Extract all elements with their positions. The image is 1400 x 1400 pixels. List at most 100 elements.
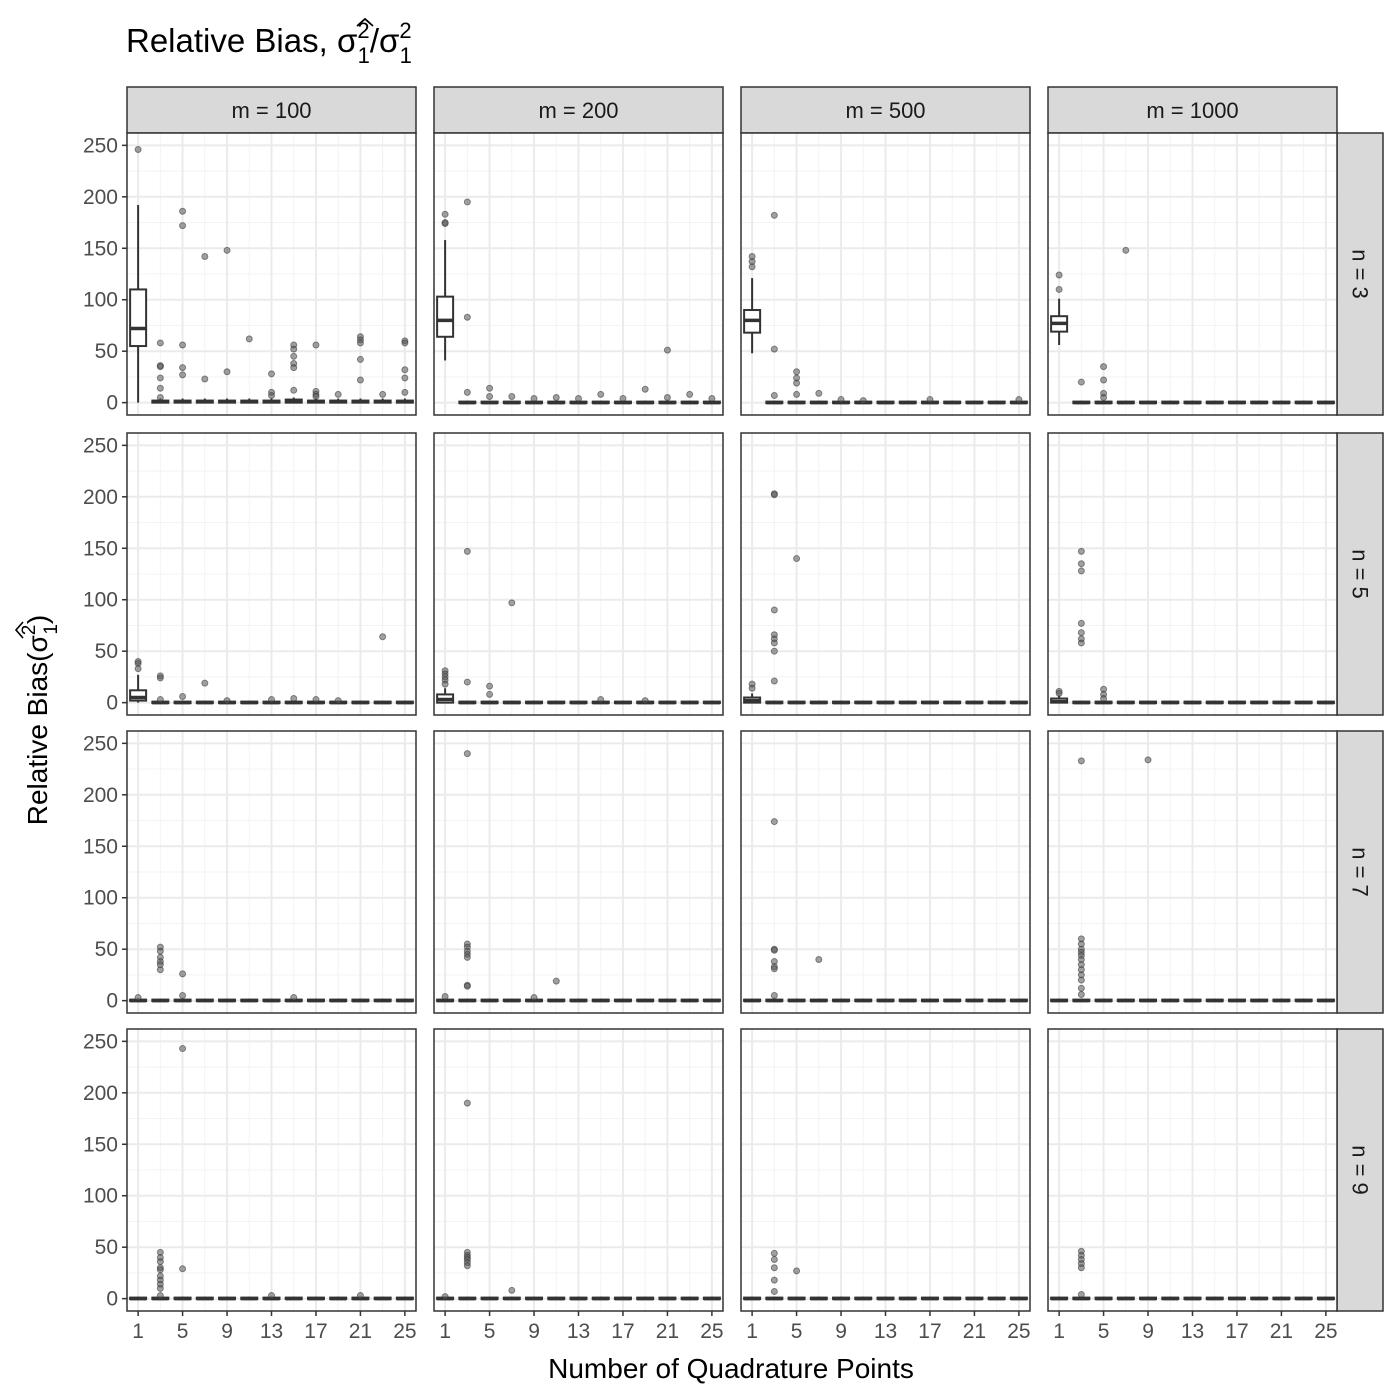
boxplot <box>351 1292 370 1301</box>
boxplot <box>458 198 477 405</box>
row-strip-bg <box>1336 132 1384 416</box>
panel <box>1047 432 1338 716</box>
boxplot <box>809 1296 828 1301</box>
col-strip-label: m = 1000 <box>1146 98 1238 123</box>
boxplot <box>1139 1296 1158 1301</box>
outlier-point <box>770 1276 778 1284</box>
outlier-point <box>268 370 275 378</box>
boxplot <box>1227 1296 1246 1301</box>
outlier-point <box>1015 396 1023 404</box>
outlier-point <box>463 953 471 961</box>
boxplot <box>1050 687 1069 704</box>
boxplot <box>1094 685 1113 705</box>
boxplot <box>1294 1296 1313 1301</box>
boxplot <box>1205 700 1224 705</box>
outlier-point <box>663 346 671 354</box>
boxplot <box>987 400 1006 405</box>
outlier-point <box>463 313 471 321</box>
x-tick-label: 5 <box>791 1320 803 1343</box>
boxplot <box>1316 400 1335 405</box>
boxplot <box>262 1292 281 1301</box>
boxplot <box>525 395 544 405</box>
panel: 0 50 100 150 200 250 <box>83 132 417 416</box>
outlier-point <box>312 341 320 349</box>
outlier-point <box>179 364 187 372</box>
outlier-point <box>530 395 538 403</box>
boxplot <box>569 395 588 405</box>
outlier-point <box>770 1287 778 1295</box>
boxplot <box>636 385 655 405</box>
boxplot <box>351 700 370 705</box>
outlier-point <box>290 695 298 703</box>
outlier-point <box>748 263 756 271</box>
boxplot <box>1316 700 1335 705</box>
outlier-point <box>401 388 409 396</box>
outlier-point <box>463 1099 471 1107</box>
boxplot <box>547 700 566 705</box>
x-tick-label: 13 <box>1181 1320 1204 1343</box>
boxplot <box>1116 1296 1135 1301</box>
outlier-point <box>663 394 671 402</box>
y-tick-label: 50 <box>95 1236 118 1259</box>
outlier-point <box>441 993 449 1001</box>
outlier-point <box>463 1262 471 1270</box>
title-slash: / <box>370 22 380 59</box>
boxplot <box>765 211 784 405</box>
outlier-point <box>223 697 231 705</box>
boxplot <box>306 1296 325 1301</box>
row-strip: n = 9 <box>1336 1028 1384 1312</box>
x-tick-label: 21 <box>656 1320 679 1343</box>
title-superscript: 2 <box>357 18 369 43</box>
outlier-point <box>1077 629 1085 637</box>
outlier-point <box>1100 376 1108 384</box>
boxplot <box>1227 700 1246 705</box>
boxplot <box>1161 400 1180 405</box>
outlier-point <box>486 392 494 400</box>
x-tick-label: 5 <box>1098 1320 1110 1343</box>
y-axis-hat-mark <box>14 621 24 639</box>
panel <box>433 432 724 716</box>
outlier-point <box>441 220 449 228</box>
x-tick-label: 21 <box>1270 1320 1293 1343</box>
boxplot <box>658 998 677 1003</box>
outlier-point <box>1055 271 1063 279</box>
boxplot <box>173 207 192 404</box>
boxplot <box>832 998 851 1003</box>
outlier-point <box>156 1284 164 1292</box>
boxplot <box>1009 396 1028 405</box>
boxplot <box>1161 700 1180 705</box>
boxplot <box>262 370 281 404</box>
outlier-point <box>356 355 364 363</box>
outlier-point <box>793 555 801 563</box>
x-tick-label: 17 <box>918 1320 941 1343</box>
panel-border <box>740 132 1031 416</box>
boxplot <box>876 700 895 705</box>
boxplot <box>809 700 828 705</box>
outlier-point <box>441 210 449 218</box>
boxplot <box>1183 700 1202 705</box>
x-tick-label: 17 <box>304 1320 327 1343</box>
boxplot <box>636 1296 655 1301</box>
outlier-point <box>1100 394 1108 402</box>
y-tick-label: 0 <box>106 392 118 415</box>
outlier-point <box>1077 757 1085 765</box>
boxplot <box>1316 1296 1335 1301</box>
boxplot <box>1072 1247 1091 1301</box>
outlier-point <box>1077 990 1085 998</box>
outlier-point <box>156 374 164 382</box>
boxplot <box>1205 400 1224 405</box>
y-tick-label: 50 <box>95 640 118 663</box>
boxplot <box>1139 400 1158 405</box>
boxplot <box>458 1099 477 1301</box>
boxplot <box>502 599 521 705</box>
outlier-point <box>770 992 778 1000</box>
outlier-point <box>575 395 582 403</box>
outlier-point <box>770 1256 778 1264</box>
y-tick-label: 50 <box>95 340 118 363</box>
boxplot <box>547 394 566 405</box>
x-tick-label: 25 <box>700 1320 723 1343</box>
outlier-point <box>486 682 494 690</box>
boxplot <box>680 390 699 405</box>
outlier-point <box>334 697 342 705</box>
boxplot <box>876 1296 895 1301</box>
